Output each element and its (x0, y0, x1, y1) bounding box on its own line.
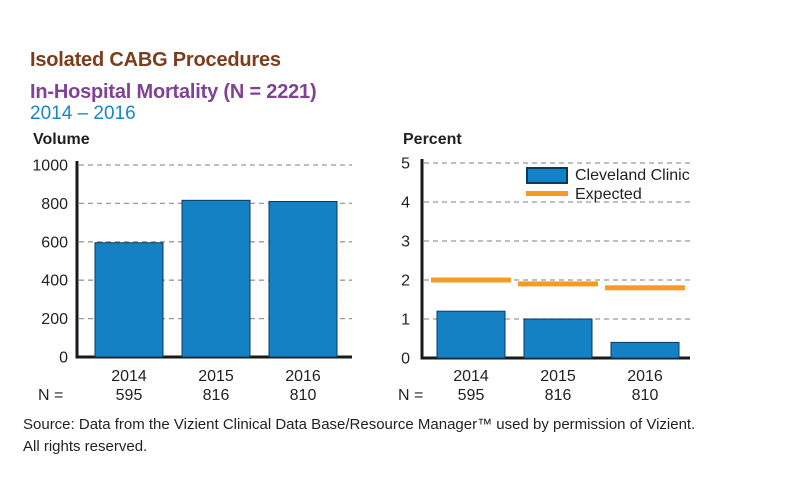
y-tick-label: 4 (401, 195, 410, 212)
y-tick-label: 400 (41, 273, 68, 290)
bar-2016 (610, 341, 680, 359)
legend-swatch-expected (526, 191, 568, 196)
page-title: Isolated CABG Procedures (30, 49, 281, 71)
bar-2015 (523, 318, 593, 359)
legend-swatch-cleveland-clinic (526, 167, 568, 184)
expected-line-2016 (605, 285, 685, 291)
volume-axis-title: Volume (33, 131, 90, 148)
x-tick-label: 2015 (198, 368, 234, 385)
x-tick-label: 2015 (540, 368, 576, 385)
x-tick-label: 2016 (285, 368, 321, 385)
x-tick-label: 2016 (627, 368, 663, 385)
y-tick-label: 2 (401, 273, 410, 290)
chart-volume: 0 200 400 600 800 1000 2014 595 2015 816 2016 810 N … (32, 158, 352, 404)
legend-label-expected: Expected (575, 186, 642, 203)
y-tick-label: 3 (401, 234, 410, 251)
legend-label-cleveland-clinic: Cleveland Clinic (575, 167, 690, 184)
n-value: 816 (545, 387, 572, 404)
source-note-line2: All rights reserved. (23, 438, 148, 455)
expected-line-2014 (431, 277, 511, 283)
page-period: 2014 – 2016 (30, 103, 136, 124)
y-tick-label: 0 (401, 351, 410, 368)
expected-line-2015 (518, 281, 598, 287)
bar-2014 (94, 242, 164, 358)
y-tick-label: 1 (401, 312, 410, 329)
n-value: 810 (290, 387, 317, 404)
percent-axis-title: Percent (403, 131, 462, 148)
n-value: 595 (116, 387, 143, 404)
page-subtitle: In-Hospital Mortality (N = 2221) (30, 81, 317, 103)
n-equals-label: N = (398, 387, 423, 404)
n-value: 595 (458, 387, 485, 404)
y-tick-label: 800 (41, 196, 68, 213)
n-value: 816 (203, 387, 230, 404)
bar-2016 (268, 200, 338, 358)
chart-percent: 0 1 2 3 4 5 2014 595 2015 816 2016 810 N = (398, 156, 690, 404)
n-equals-label: N = (38, 387, 63, 404)
x-tick-label: 2014 (111, 368, 147, 385)
y-tick-label: 0 (59, 350, 68, 367)
y-tick-label: 600 (41, 234, 68, 251)
bar-2014 (436, 310, 506, 359)
n-value: 810 (632, 387, 659, 404)
y-tick-label: 5 (401, 156, 410, 173)
x-tick-label: 2014 (453, 368, 489, 385)
source-note-line1: Source: Data from the Vizient Clinical D… (23, 416, 696, 433)
y-tick-label: 1000 (32, 158, 68, 175)
bar-2015 (181, 199, 251, 358)
y-tick-label: 200 (41, 311, 68, 328)
